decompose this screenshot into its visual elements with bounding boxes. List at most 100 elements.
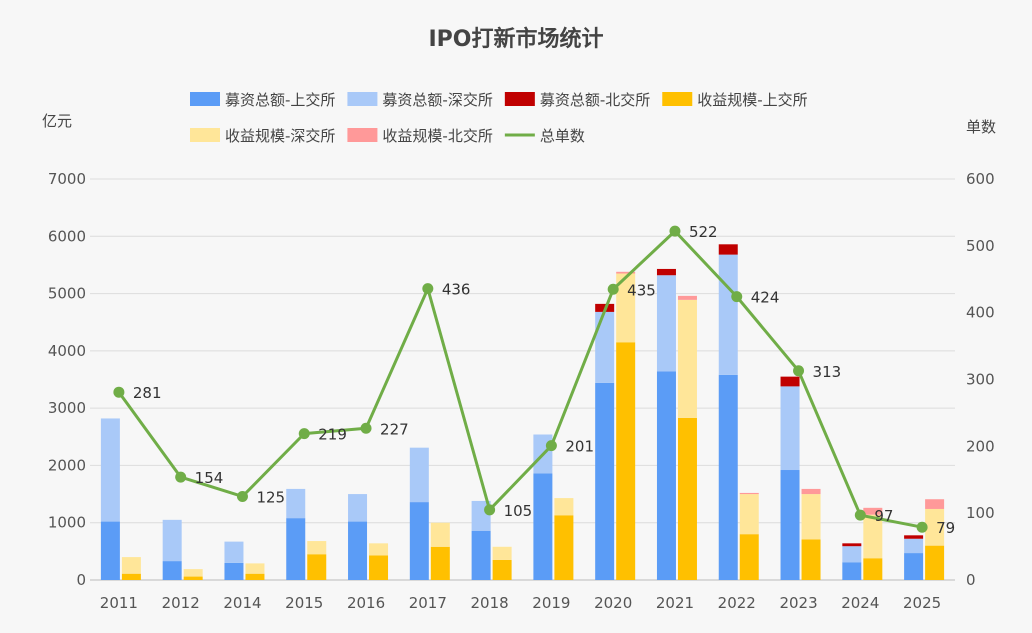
bar-segment [245, 573, 265, 580]
legend-label: 募资总额-深交所 [382, 91, 492, 109]
left-tick-label: 5000 [48, 285, 86, 303]
bar-segment [595, 311, 615, 383]
bar-segment [616, 342, 636, 580]
bar-segment [718, 244, 738, 255]
bar-segment [121, 557, 141, 574]
bar-segment [409, 502, 429, 580]
bar-segment [554, 515, 574, 580]
bar-segment [100, 418, 120, 522]
line-data-label: 424 [751, 289, 780, 307]
bar-segment [409, 447, 429, 503]
bar-segment [286, 518, 306, 580]
x-tick-label: 2024 [841, 594, 879, 612]
left-tick-label: 0 [76, 571, 86, 589]
bar-segment [307, 554, 327, 580]
legend-swatch [504, 92, 535, 106]
line-point [545, 440, 557, 452]
bar-segment [430, 546, 450, 580]
bar-segment [780, 470, 800, 580]
right-tick-label: 300 [966, 371, 995, 389]
line-data-label: 313 [813, 363, 842, 381]
x-tick-label: 2016 [347, 594, 385, 612]
bar-segment [183, 569, 203, 577]
bar-segment [224, 562, 244, 580]
line-point [113, 386, 125, 398]
bar-segment [739, 492, 759, 495]
legend-swatch [347, 92, 378, 106]
bar-segment [904, 553, 924, 580]
bar-segment [348, 494, 368, 522]
bar-segment [677, 295, 697, 300]
bar-segment [863, 558, 883, 580]
left-axis-unit: 亿元 [42, 112, 72, 130]
line-data-label: 154 [195, 469, 224, 487]
x-tick-label: 2011 [100, 594, 138, 612]
right-tick-label: 500 [966, 237, 995, 255]
bar-segment [162, 561, 182, 580]
x-tick-label: 2021 [656, 594, 694, 612]
right-tick-label: 200 [966, 437, 995, 455]
legend-label: 收益规模-深交所 [225, 127, 335, 145]
x-tick-label: 2018 [471, 594, 509, 612]
line-data-label: 201 [565, 438, 594, 456]
line-path [117, 229, 923, 529]
legend-swatch [662, 92, 693, 106]
legend-label: 募资总额-北交所 [540, 91, 650, 109]
bar-segment [904, 535, 924, 539]
line-point [175, 471, 187, 483]
bar-segment [925, 499, 945, 509]
line-point [793, 365, 805, 377]
line-data-label: 97 [874, 507, 893, 525]
bar-segment [925, 508, 945, 546]
bar-segment [925, 545, 945, 580]
bar-segment [801, 494, 821, 540]
x-tick-label: 2025 [903, 594, 941, 612]
left-y-axis: 0 1000 2000 3000 4000 5000 6000 7000 [48, 170, 86, 589]
x-tick-label: 2014 [223, 594, 261, 612]
line-data-label: 219 [318, 426, 347, 444]
line-point [731, 291, 743, 303]
x-tick-label: 2023 [779, 594, 817, 612]
line-data-label: 227 [380, 420, 409, 438]
line-data-label: 125 [256, 488, 285, 506]
chart-title: IPO打新市场统计 [428, 26, 603, 52]
bars [100, 244, 945, 580]
x-tick-label: 2019 [532, 594, 570, 612]
bar-segment [224, 541, 244, 563]
bar-segment [739, 494, 759, 535]
bar-segment [348, 521, 368, 580]
bar-segment [739, 534, 759, 580]
bar-segment [677, 299, 697, 418]
total-count-line: 281 154 125 219 227 436 105 201 435 522 424 313 97 79 [113, 223, 955, 537]
bar-segment [616, 271, 636, 274]
left-tick-label: 3000 [48, 399, 86, 417]
legend-label: 收益规模-上交所 [697, 91, 807, 109]
bar-segment [904, 538, 924, 554]
right-tick-label: 100 [966, 504, 995, 522]
bar-segment [245, 563, 265, 574]
bar-segment [492, 559, 512, 580]
x-tick-label: 2015 [285, 594, 323, 612]
line-point [854, 509, 866, 521]
legend-label: 总单数 [540, 127, 585, 145]
bar-segment [863, 514, 883, 559]
line-point [360, 422, 372, 434]
bar-segment [369, 555, 389, 580]
line-point [236, 490, 248, 502]
bar-segment [863, 507, 883, 515]
line-data-label: 79 [936, 519, 955, 537]
line-point [607, 283, 619, 295]
bar-segment [677, 417, 697, 580]
right-y-axis: 0 100 200 300 400 500 600 [966, 170, 995, 589]
x-tick-label: 2012 [162, 594, 200, 612]
bar-segment [656, 275, 676, 372]
line-data-label: 522 [689, 223, 718, 241]
left-tick-label: 7000 [48, 170, 86, 188]
x-axis: 2011 2012 2014 2015 2016 2017 2018 2019 2020 2021… [100, 594, 941, 612]
right-tick-label: 600 [966, 170, 995, 188]
bar-segment [307, 541, 327, 555]
legend-label: 收益规模-北交所 [382, 127, 492, 145]
right-axis-unit: 单数 [966, 118, 996, 136]
bar-segment [616, 273, 636, 343]
